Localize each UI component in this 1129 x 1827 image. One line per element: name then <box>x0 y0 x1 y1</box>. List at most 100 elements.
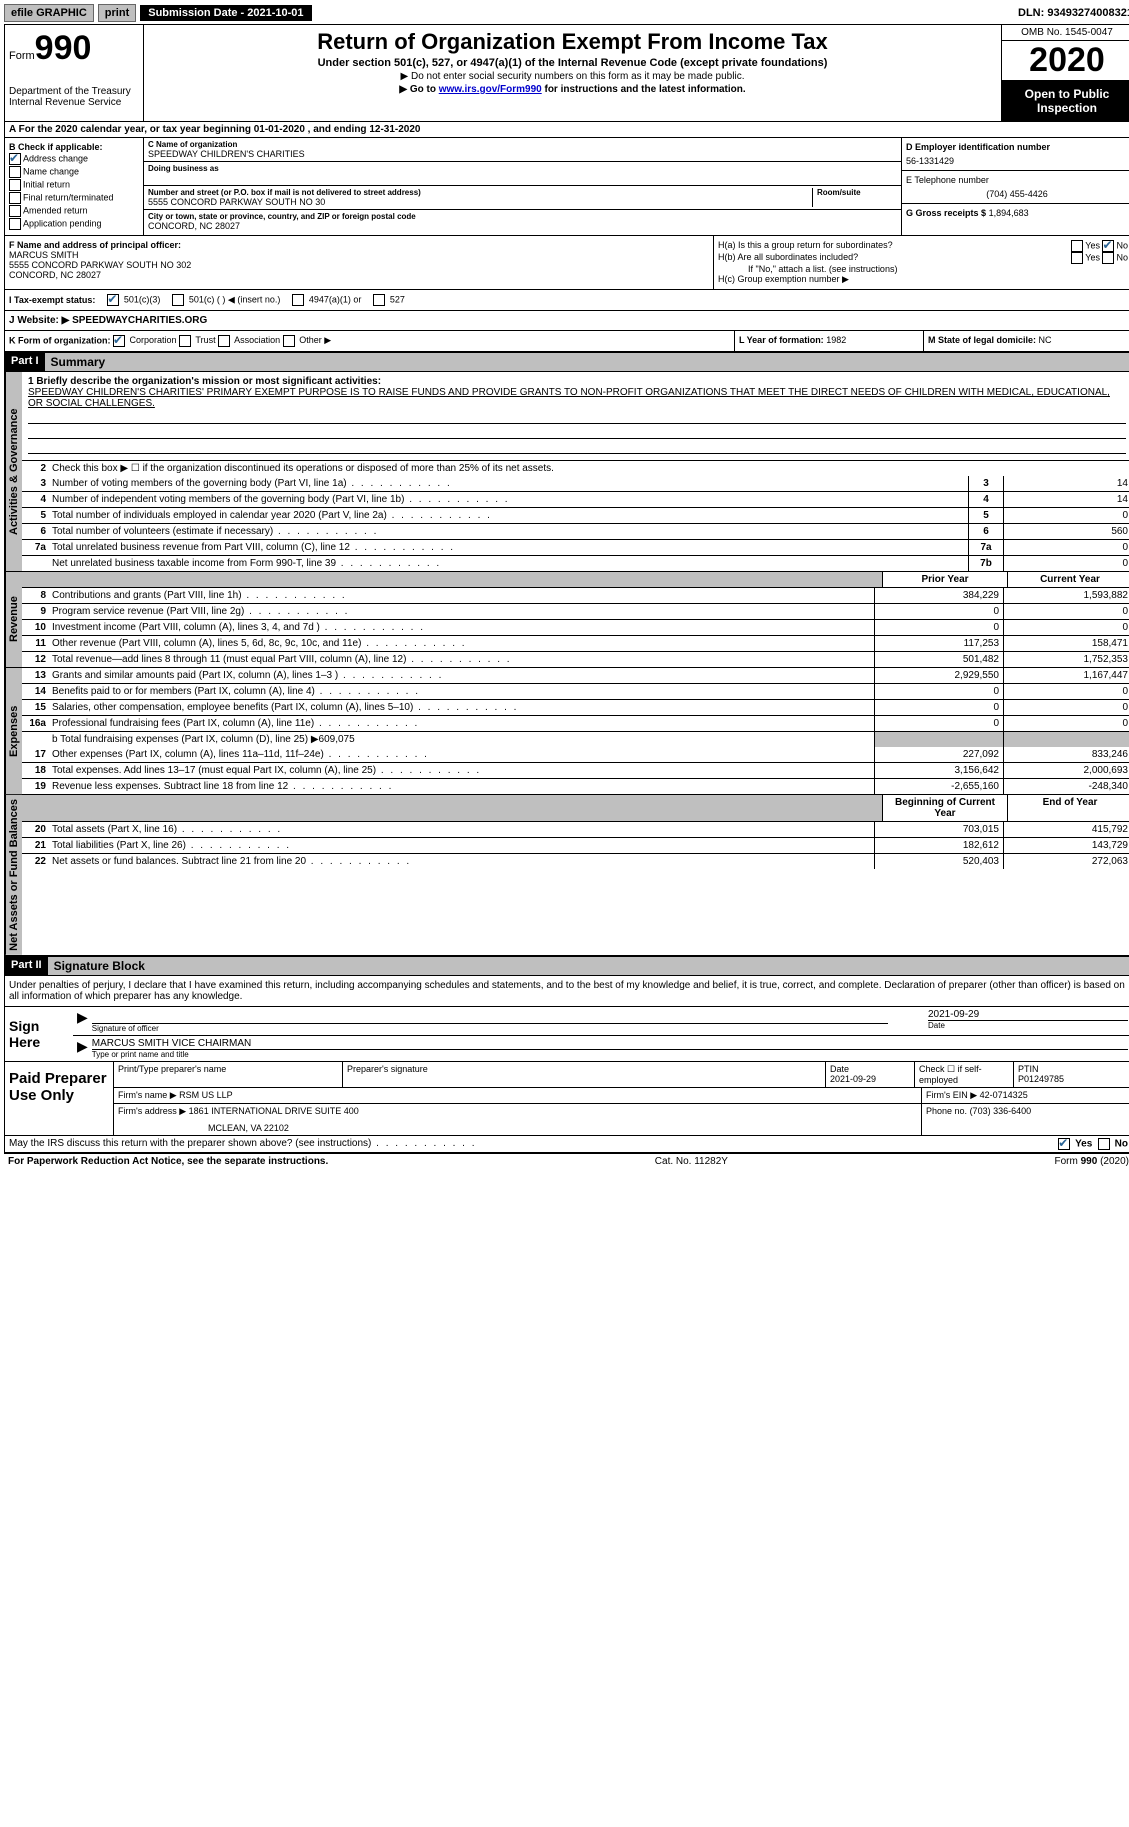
sign-here-label: Sign Here <box>5 1007 73 1061</box>
form-header: Form990 Department of the Treasury Inter… <box>5 25 1129 122</box>
box-c: C Name of organization SPEEDWAY CHILDREN… <box>144 138 901 235</box>
ha-label: H(a) Is this a group return for subordin… <box>718 240 893 252</box>
discuss-question: May the IRS discuss this return with the… <box>9 1138 477 1149</box>
data-line: 21Total liabilities (Part X, line 26)182… <box>22 837 1129 853</box>
gov-line: 4Number of independent voting members of… <box>22 491 1129 507</box>
sig-officer-label: Signature of officer <box>92 1023 888 1033</box>
col-begin: Beginning of Current Year <box>882 795 1007 821</box>
data-line: 14Benefits paid to or for members (Part … <box>22 683 1129 699</box>
officer-name: MARCUS SMITH <box>9 250 709 260</box>
header-left: Form990 Department of the Treasury Inter… <box>5 25 144 121</box>
gov-line: 7aTotal unrelated business revenue from … <box>22 539 1129 555</box>
dba-label: Doing business as <box>148 164 897 173</box>
hb-label: H(b) Are all subordinates included? <box>718 252 858 264</box>
form-prefix: Form <box>9 50 35 62</box>
form-ref: Form 990 (2020) <box>1055 1156 1129 1167</box>
period-row: A For the 2020 calendar year, or tax yea… <box>5 122 1129 138</box>
vtab-expenses: Expenses <box>5 668 22 794</box>
firm-addr1: 1861 INTERNATIONAL DRIVE SUITE 400 <box>189 1106 359 1116</box>
data-line: 20Total assets (Part X, line 16)703,0154… <box>22 822 1129 837</box>
vtab-net: Net Assets or Fund Balances <box>5 795 22 955</box>
chk-name-change[interactable]: Name change <box>9 166 139 178</box>
hb-no[interactable]: No <box>1116 252 1128 262</box>
l-value: 1982 <box>826 335 846 345</box>
form-subtitle: Under section 501(c), 527, or 4947(a)(1)… <box>150 57 995 69</box>
mission-label: 1 Briefly describe the organization's mi… <box>28 376 1126 387</box>
efile-button[interactable]: efile GRAPHIC <box>4 4 94 22</box>
gov-line: 5Total number of individuals employed in… <box>22 507 1129 523</box>
hb-yes[interactable]: Yes <box>1085 252 1100 262</box>
sig-declaration: Under penalties of perjury, I declare th… <box>5 976 1129 1006</box>
form-title: Return of Organization Exempt From Incom… <box>150 29 995 55</box>
instructions-link[interactable]: www.irs.gov/Form990 <box>439 84 542 95</box>
pra-notice: For Paperwork Reduction Act Notice, see … <box>8 1156 328 1167</box>
data-line: 16aProfessional fundraising fees (Part I… <box>22 715 1129 731</box>
inspect-2: Inspection <box>1037 101 1097 115</box>
firm-name: RSM US LLP <box>179 1090 233 1100</box>
chk-corp[interactable]: Corporation <box>113 335 177 345</box>
prep-date-value: 2021-09-29 <box>830 1074 910 1084</box>
print-button[interactable]: print <box>98 4 136 22</box>
org-address: 5555 CONCORD PARKWAY SOUTH NO 30 <box>148 197 812 207</box>
status-label: I Tax-exempt status: <box>9 295 95 305</box>
line2-desc: Check this box ▶ ☐ if the organization d… <box>48 461 1129 476</box>
phone-label: E Telephone number <box>906 175 1128 185</box>
chk-501c[interactable]: 501(c) ( ) ◀ (insert no.) <box>172 294 280 306</box>
chk-amended[interactable]: Amended return <box>9 205 139 217</box>
prep-date-label: Date <box>830 1064 910 1074</box>
data-line: 8Contributions and grants (Part VIII, li… <box>22 588 1129 603</box>
line16b: b Total fundraising expenses (Part IX, c… <box>48 732 874 747</box>
org-name: SPEEDWAY CHILDREN'S CHARITIES <box>148 149 897 159</box>
vtab-governance: Activities & Governance <box>5 372 22 571</box>
chk-other[interactable]: Other ▶ <box>283 335 331 345</box>
chk-527[interactable]: 527 <box>373 294 405 306</box>
sig-date-value: 2021-09-29 <box>928 1009 1128 1020</box>
ha-yes[interactable]: Yes <box>1085 240 1100 250</box>
ptin-value: P01249785 <box>1018 1074 1128 1084</box>
mission-text: SPEEDWAY CHILDREN'S CHARITIES' PRIMARY E… <box>28 387 1126 409</box>
gross-value: 1,894,683 <box>989 208 1029 218</box>
chk-address-change[interactable]: Address change <box>9 153 139 165</box>
firm-addr2: MCLEAN, VA 22102 <box>118 1123 917 1133</box>
box-d-e-g: D Employer identification number 56-1331… <box>901 138 1129 235</box>
inspect-1: Open to Public <box>1025 87 1110 101</box>
chk-assoc[interactable]: Association <box>218 335 280 345</box>
discuss-row: May the IRS discuss this return with the… <box>5 1136 1129 1152</box>
discuss-yes: Yes <box>1075 1138 1092 1149</box>
data-line: 18Total expenses. Add lines 13–17 (must … <box>22 762 1129 778</box>
section-net-assets: Net Assets or Fund Balances Beginning of… <box>5 795 1129 956</box>
section-governance: Activities & Governance 1 Briefly descri… <box>5 372 1129 572</box>
chk-4947[interactable]: 4947(a)(1) or <box>292 294 361 306</box>
ha-no[interactable]: No <box>1116 240 1128 250</box>
chk-final[interactable]: Final return/terminated <box>9 192 139 204</box>
firm-name-label: Firm's name ▶ <box>118 1090 177 1100</box>
discuss-yes-chk[interactable] <box>1058 1138 1070 1150</box>
data-line: 11Other revenue (Part VIII, column (A), … <box>22 635 1129 651</box>
dept-treasury: Department of the Treasury <box>9 86 139 97</box>
addr-label: Number and street (or P.O. box if mail i… <box>148 188 812 197</box>
chk-initial[interactable]: Initial return <box>9 179 139 191</box>
officer-addr2: CONCORD, NC 28027 <box>9 270 709 280</box>
part1-bar: Part I Summary <box>5 352 1129 372</box>
phone-value: (704) 455-4426 <box>906 189 1128 199</box>
vtab-revenue: Revenue <box>5 572 22 667</box>
chk-501c3[interactable]: 501(c)(3) <box>107 294 160 306</box>
data-line: 15Salaries, other compensation, employee… <box>22 699 1129 715</box>
page-footer: For Paperwork Reduction Act Notice, see … <box>4 1153 1129 1169</box>
status-row: I Tax-exempt status: 501(c)(3) 501(c) ( … <box>5 290 1129 311</box>
org-name-label: C Name of organization <box>148 140 897 149</box>
firm-phone: (703) 336-6400 <box>970 1106 1032 1116</box>
website-value: SPEEDWAYCHARITIES.ORG <box>72 315 207 326</box>
prep-selfemp[interactable]: Check ☐ if self-employed <box>915 1062 1014 1087</box>
box-b-title: B Check if applicable: <box>9 142 139 152</box>
box-b: B Check if applicable: Address change Na… <box>5 138 144 235</box>
ptin-label: PTIN <box>1018 1064 1128 1074</box>
chk-app-pending[interactable]: Application pending <box>9 218 139 230</box>
gross-label: G Gross receipts $ <box>906 208 986 218</box>
mission-block: 1 Briefly describe the organization's mi… <box>22 372 1129 460</box>
submission-date: Submission Date - 2021-10-01 <box>140 5 311 21</box>
discuss-no-chk[interactable] <box>1098 1138 1110 1150</box>
data-line: 17Other expenses (Part IX, column (A), l… <box>22 747 1129 762</box>
city-label: City or town, state or province, country… <box>148 212 897 221</box>
chk-trust[interactable]: Trust <box>179 335 216 345</box>
